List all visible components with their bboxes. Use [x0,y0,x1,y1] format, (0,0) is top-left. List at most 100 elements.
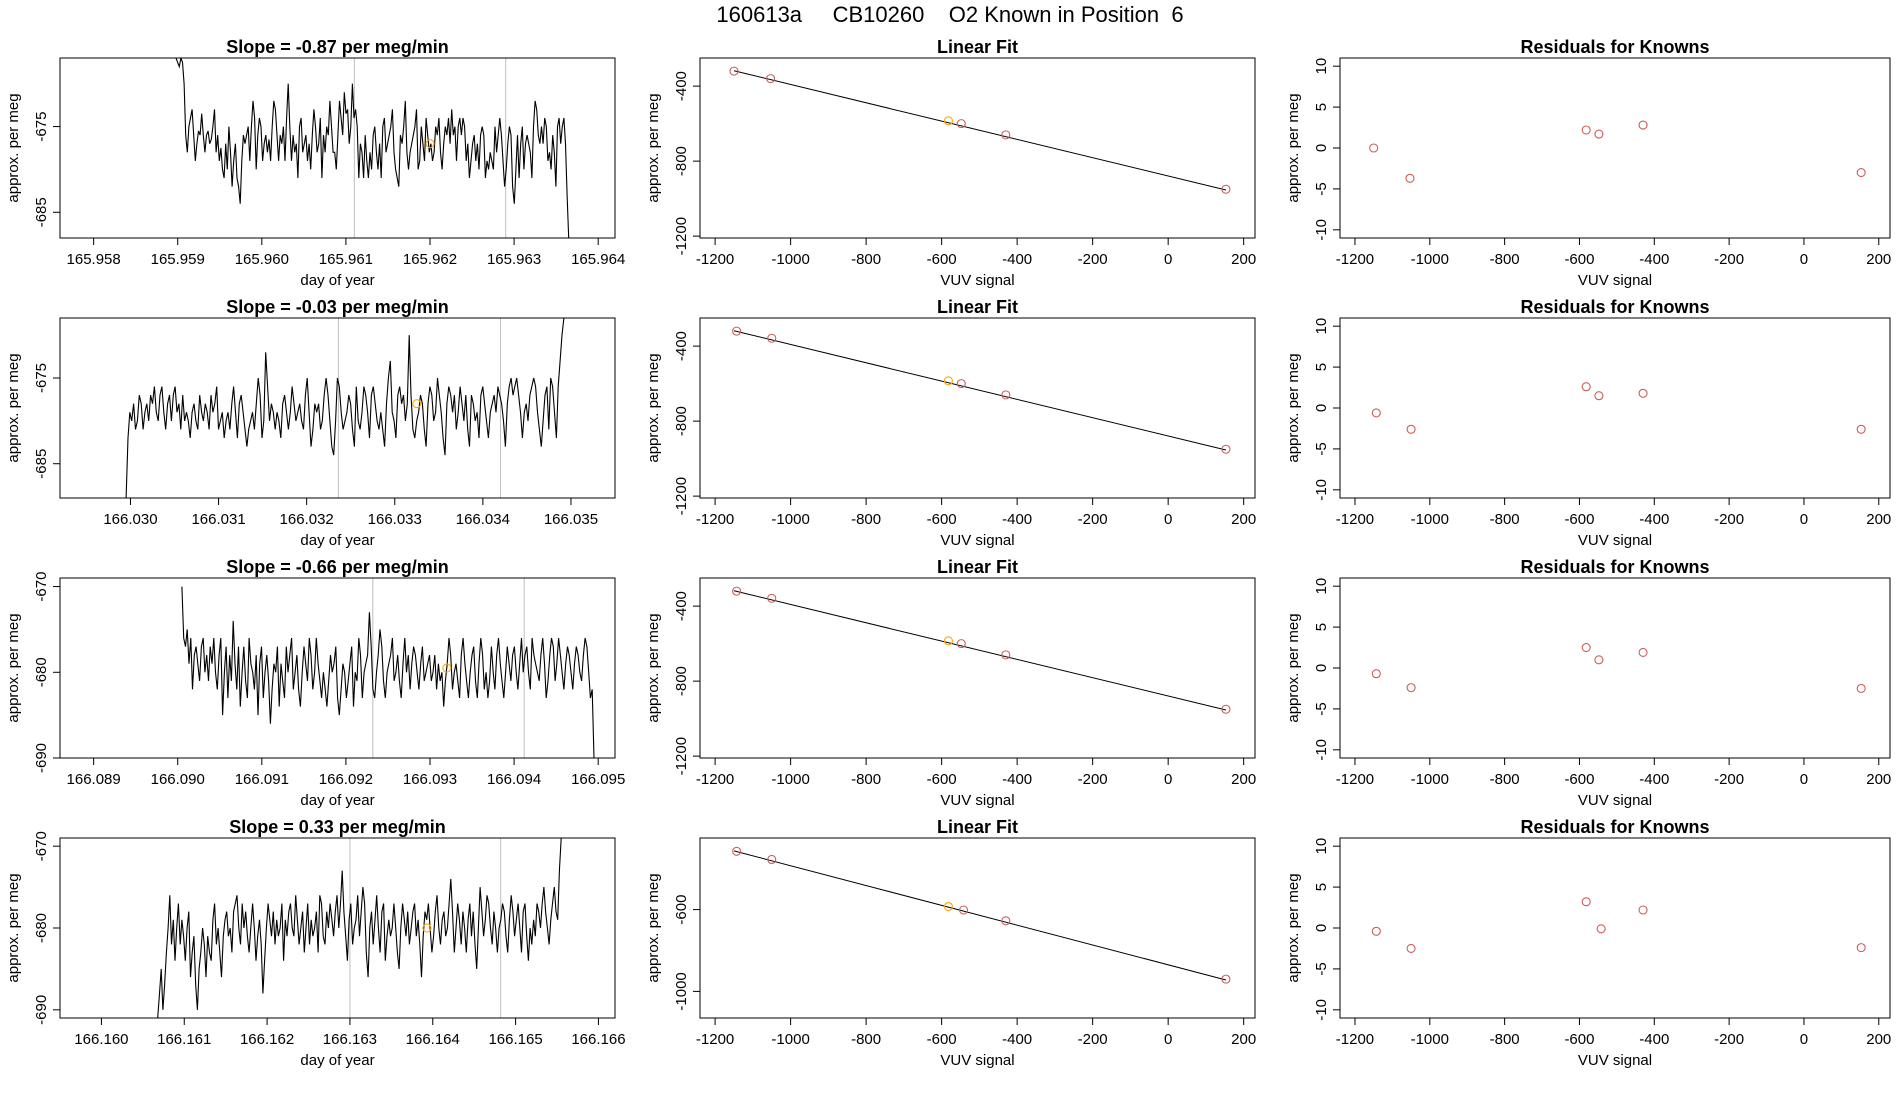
res-3-data-point [1856,683,1866,694]
fit-1-xtick-label: -200 [1078,251,1108,268]
fit-1-title: Linear Fit [937,37,1018,57]
fit-1-xtick-label: -400 [1002,251,1032,268]
res-1-ytick-label: 5 [1313,103,1330,111]
fit-1-ytick-label: -800 [673,146,690,176]
trace-3-xtick-label: 166.094 [487,771,541,788]
res-3-xtick-label: -200 [1714,771,1744,788]
fit-1-xlabel: VUV signal [940,272,1014,289]
res-2-xtick-label: -1200 [1336,511,1374,528]
fit-2-xtick-label: -200 [1078,511,1108,528]
fit-2-title: Linear Fit [937,297,1018,317]
trace-1-xtick-label: 165.962 [403,251,457,268]
fit-1-data-point [956,119,966,129]
res-4-data-point [1856,943,1866,953]
trace-1-frame [59,57,616,239]
trace-4-series-line [157,838,562,1018]
res-2-xtick-label: 0 [1800,511,1808,528]
fit-3-ytick-label: -400 [673,591,690,621]
fit-2-ytick-label: -1200 [673,477,690,515]
trace-2-title: Slope = -0.03 per meg/min [226,297,449,317]
res-3-data-point [1638,647,1648,658]
fit-3-ylabel: approx. per meg [645,613,662,722]
res-1-ytick-label: 0 [1313,144,1330,152]
fit-3-ytick-label: -800 [673,666,690,696]
trace-4-frame [59,837,616,1019]
fit-3-ytick-label: -1200 [673,737,690,775]
fit-4-title: Linear Fit [937,817,1018,837]
trace-2-ytick-label: -685 [33,449,50,479]
fit-1-xtick-label: -600 [927,251,957,268]
fit-1-known-point [943,116,953,126]
fit-2-xtick-label: 200 [1231,511,1256,528]
res-1-ytick-label: -5 [1313,182,1330,195]
fit-2-fit-line [733,330,1227,451]
trace-4-ytick-label: -670 [33,831,50,861]
res-4-xtick-label: -1000 [1411,1031,1449,1048]
trace-3-ytick-label: -670 [33,572,50,602]
res-2-xtick-label: -400 [1639,511,1669,528]
res-3-title: Residuals for Knowns [1520,557,1709,577]
fit-3-xtick-label: 0 [1164,771,1172,788]
trace-2-xlabel: day of year [300,532,374,549]
trace-3-xtick-label: 166.095 [571,771,625,788]
res-1-data-point [1581,125,1591,135]
res-2-xtick-label: -200 [1714,511,1744,528]
trace-2-frame [59,317,616,499]
res-3-ytick-label: 0 [1313,664,1330,672]
fit-4-xtick-label: -800 [851,1031,881,1048]
fit-1-ylabel: approx. per meg [645,93,662,202]
res-3-ylabel: approx. per meg [1285,613,1302,722]
fit-2-data-point [956,379,966,389]
res-3-frame [1339,577,1891,759]
fit-2-xtick-label: -1000 [771,511,809,528]
res-2-ylabel: approx. per meg [1285,353,1302,462]
res-3-xtick-label: -600 [1564,771,1594,788]
trace-3-xtick-label: 166.093 [403,771,457,788]
res-3-xtick-label: 200 [1866,771,1891,788]
trace-3-known-point [442,663,452,673]
res-1-xtick-label: 0 [1800,251,1808,268]
trace-1-xtick-label: 165.963 [487,251,541,268]
trace-3-xtick-label: 166.090 [151,771,205,788]
fit-2-xlabel: VUV signal [940,532,1014,549]
fit-3-xtick-label: -600 [927,771,957,788]
fit-2-xtick-label: -800 [851,511,881,528]
res-1-ytick-label: 10 [1313,58,1330,75]
res-1-xtick-label: -1000 [1411,251,1449,268]
fit-4-data-point [1001,916,1011,926]
fit-1-xtick-label: -1000 [771,251,809,268]
res-1-xtick-label: -200 [1714,251,1744,268]
trace-1-known-point [425,139,435,149]
res-2-xtick-label: 200 [1866,511,1891,528]
fit-1-frame [699,57,1256,239]
fit-2-data-point [732,326,742,336]
trace-4-xtick-label: 166.163 [323,1031,377,1048]
trace-4-ytick-label: -690 [33,995,50,1025]
res-2-data-point [1856,424,1866,434]
trace-3-title: Slope = -0.66 per meg/min [226,557,449,577]
trace-1-ylabel: approx. per meg [5,93,22,202]
fit-4-fit-line [733,850,1227,981]
fit-1-data-point [766,74,776,84]
res-2-ytick-label: -5 [1313,442,1330,455]
fit-3-data-point [767,593,777,603]
fit-3-data-point [956,639,966,649]
res-4-data-point [1371,926,1381,936]
fit-4-data-point [767,854,777,865]
fit-2-known-point [943,376,953,386]
trace-4-ylabel: approx. per meg [5,873,22,982]
res-4-xlabel: VUV signal [1578,1052,1652,1069]
trace-3-ylabel: approx. per meg [5,613,22,722]
res-4-xtick-label: 0 [1800,1031,1808,1048]
trace-1-xtick-label: 165.961 [319,251,373,268]
fit-1-xtick-label: 0 [1164,251,1172,268]
trace-2-xtick-label: 166.032 [280,511,334,528]
res-3-data-point [1594,655,1604,665]
fit-3-xtick-label: -400 [1002,771,1032,788]
trace-4-ytick-label: -680 [33,913,50,943]
res-4-data-point [1638,905,1648,915]
fit-2-xtick-label: -600 [927,511,957,528]
res-1-ylabel: approx. per meg [1285,93,1302,202]
res-2-xtick-label: -600 [1564,511,1594,528]
